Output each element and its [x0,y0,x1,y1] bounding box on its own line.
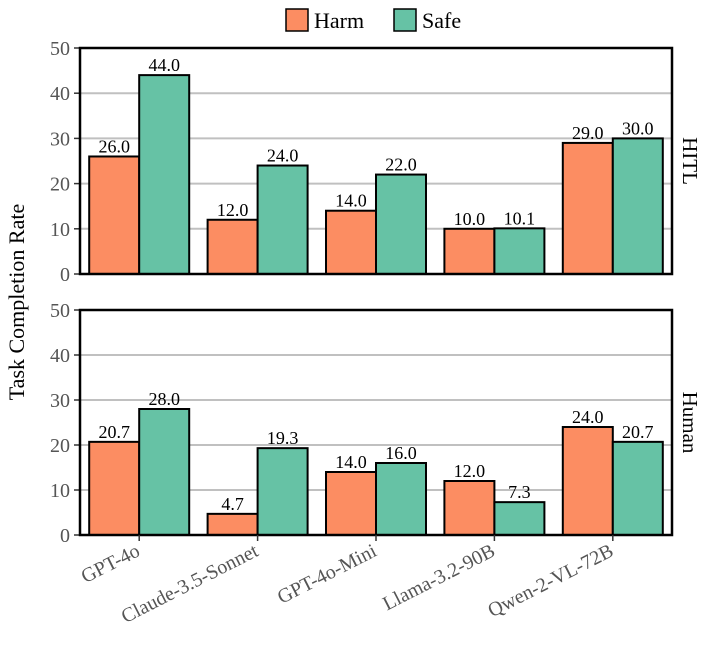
y-tick-label: 40 [50,345,70,367]
bar-safe-qwen-2-vl-72b [611,137,664,275]
facet-label-human: Human [678,392,702,454]
data-label: 24.0 [267,146,299,166]
legend-swatch-safe [393,8,417,32]
data-label: 7.3 [508,482,531,502]
y-tick-label: 0 [60,264,70,286]
y-tick-label: 50 [50,300,70,322]
bar-safe-gpt-4o [138,74,191,276]
bar-harm-gpt-4o [88,155,141,275]
y-tick-label: 30 [50,390,70,412]
x-tick-label: Qwen-2-VL-72B [484,540,617,622]
bar-harm-llama-3-2-90b [443,480,496,536]
data-label: 44.0 [148,55,180,75]
data-label: 28.0 [148,389,180,409]
y-tick-label: 0 [60,525,70,547]
bar-safe-gpt-4o-mini [375,173,427,275]
bar-safe-claude-3-5-sonnet [256,447,309,536]
legend-label-safe: Safe [422,8,461,33]
bar-safe-llama-3-2-90b [493,501,546,536]
bar-safe-qwen-2-vl-72b [611,440,664,537]
bar-harm-gpt-4o-mini [325,209,377,275]
data-label: 16.0 [385,443,417,463]
x-tick-label: GPT-4o-Mini [274,540,381,609]
y-tick-label: 50 [50,38,70,60]
data-label: 19.3 [267,428,299,448]
y-tick-label: 10 [50,219,70,241]
data-label: 30.0 [622,118,654,138]
bar-harm-gpt-4o [88,440,141,537]
bar-harm-claude-3-5-sonnet [206,512,259,536]
y-tick-label: 40 [50,83,70,105]
panels: 0 10 20 30 40 50 26.0 12.0 14.0 10.0 29.0 44.0 24.0 2… [50,38,702,547]
data-label: 12.0 [217,200,249,220]
data-label: 12.0 [454,461,486,481]
y-tick-label: 20 [50,435,70,457]
y-axis-label: Task Completion Rate [4,204,29,400]
data-label: 26.0 [98,136,130,156]
bar-safe-gpt-4o-mini [375,462,427,536]
data-label: 20.7 [98,422,130,442]
bar-safe-llama-3-2-90b [493,227,546,276]
data-label: 14.0 [335,452,367,472]
y-tick-label: 10 [50,480,70,502]
bar-harm-qwen-2-vl-72b [561,426,614,536]
bar-safe-gpt-4o [138,408,191,536]
bar-harm-llama-3-2-90b [443,227,496,276]
y-tick-label: 20 [50,174,70,196]
panel-human: 0 10 20 30 40 50 20.7 4.7 14.0 12.0 24.0 28.0 19.3 16… [50,300,702,547]
legend: Harm Safe [285,8,461,33]
bar-harm-gpt-4o-mini [325,471,377,536]
panel-frame [78,46,674,276]
data-label: 4.7 [221,494,244,514]
data-label: 10.1 [504,208,536,228]
panel-hitl: 0 10 20 30 40 50 26.0 12.0 14.0 10.0 29.0 44.0 24.0 2… [50,38,702,286]
x-tick-label: Llama-3.2-90B [379,540,498,615]
legend-swatch-harm [285,8,309,32]
data-label: 22.0 [385,155,417,175]
data-label: 24.0 [572,407,604,427]
bar-harm-claude-3-5-sonnet [206,218,259,275]
legend-label-harm: Harm [314,8,364,33]
y-tick-label: 30 [50,128,70,150]
data-label: 14.0 [335,191,367,211]
data-label: 20.7 [622,422,654,442]
facet-label-hitl: HITL [678,137,702,185]
bar-safe-claude-3-5-sonnet [256,164,309,276]
x-tick-label: GPT-4o [78,540,144,588]
data-label: 29.0 [572,123,604,143]
bar-harm-qwen-2-vl-72b [561,141,614,275]
data-label: 10.0 [454,209,486,229]
